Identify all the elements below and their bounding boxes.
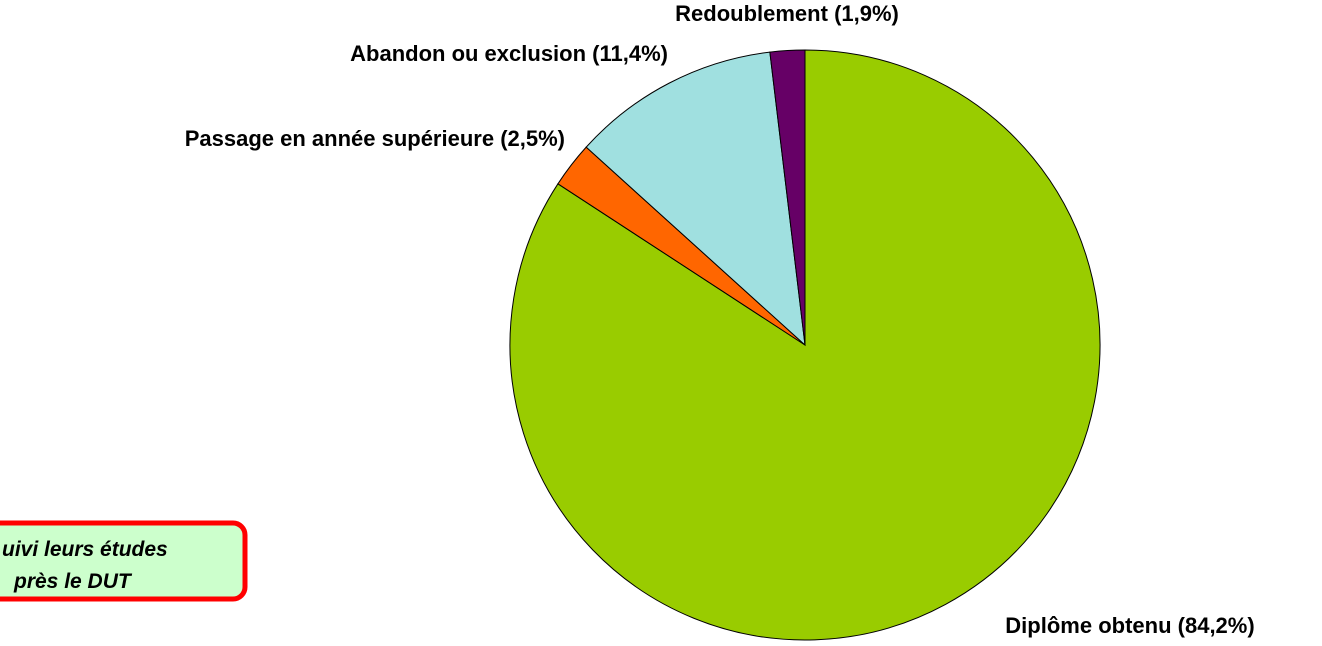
pie-slice: [509, 49, 1101, 641]
category-label: Redoublement: [675, 1, 828, 26]
annotation: près le DUT: [13, 570, 133, 593]
category-label: Abandon ou exclusion: [350, 41, 586, 66]
category-label: Diplôme obtenu: [1005, 613, 1171, 638]
value-label: (84,2%): [1178, 613, 1255, 638]
value-label: (11,4%): [592, 41, 668, 66]
slice-label: Redoublement (1,9%): [675, 1, 899, 26]
slice-label: Passage en année supérieure (2,5%): [185, 126, 565, 151]
slice-label: Abandon ou exclusion (11,4%): [350, 41, 668, 66]
category-label: Passage en année supérieure: [185, 126, 494, 151]
annotation-box: [0, 520, 248, 602]
pie-slice: [769, 49, 806, 346]
value-label: (1,9%): [834, 1, 899, 26]
slice-label: Diplôme obtenu (84,2%): [1005, 613, 1254, 638]
value-label: (2,5%): [500, 126, 565, 151]
pie-slice: [585, 51, 806, 347]
annotation: uivi leurs études: [2, 538, 168, 561]
